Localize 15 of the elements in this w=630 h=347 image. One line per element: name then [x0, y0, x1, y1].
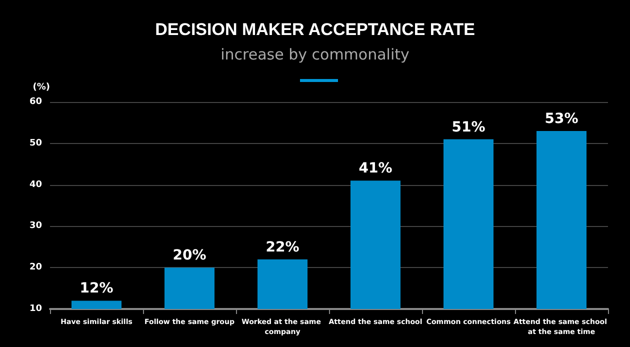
y-tick-label: 20 [29, 262, 42, 273]
y-axis-title: (%) [32, 82, 50, 92]
data-label: 20% [172, 248, 206, 264]
chart-subtitle: increase by commonality [220, 46, 410, 64]
data-label: 12% [80, 280, 114, 297]
y-tick-label: 10 [29, 304, 42, 314]
y-tick-label: 60 [29, 97, 42, 107]
y-tick-label: 50 [29, 138, 42, 148]
y-tick-label: 30 [29, 221, 42, 232]
data-label: 51% [452, 119, 486, 136]
y-tick-label: 40 [29, 180, 42, 190]
data-label: 22% [266, 239, 300, 256]
chart-title: DECISION MAKER ACCEPTANCE RATE [155, 20, 475, 39]
data-label: 53% [544, 110, 578, 127]
data-label: 41% [358, 160, 392, 177]
